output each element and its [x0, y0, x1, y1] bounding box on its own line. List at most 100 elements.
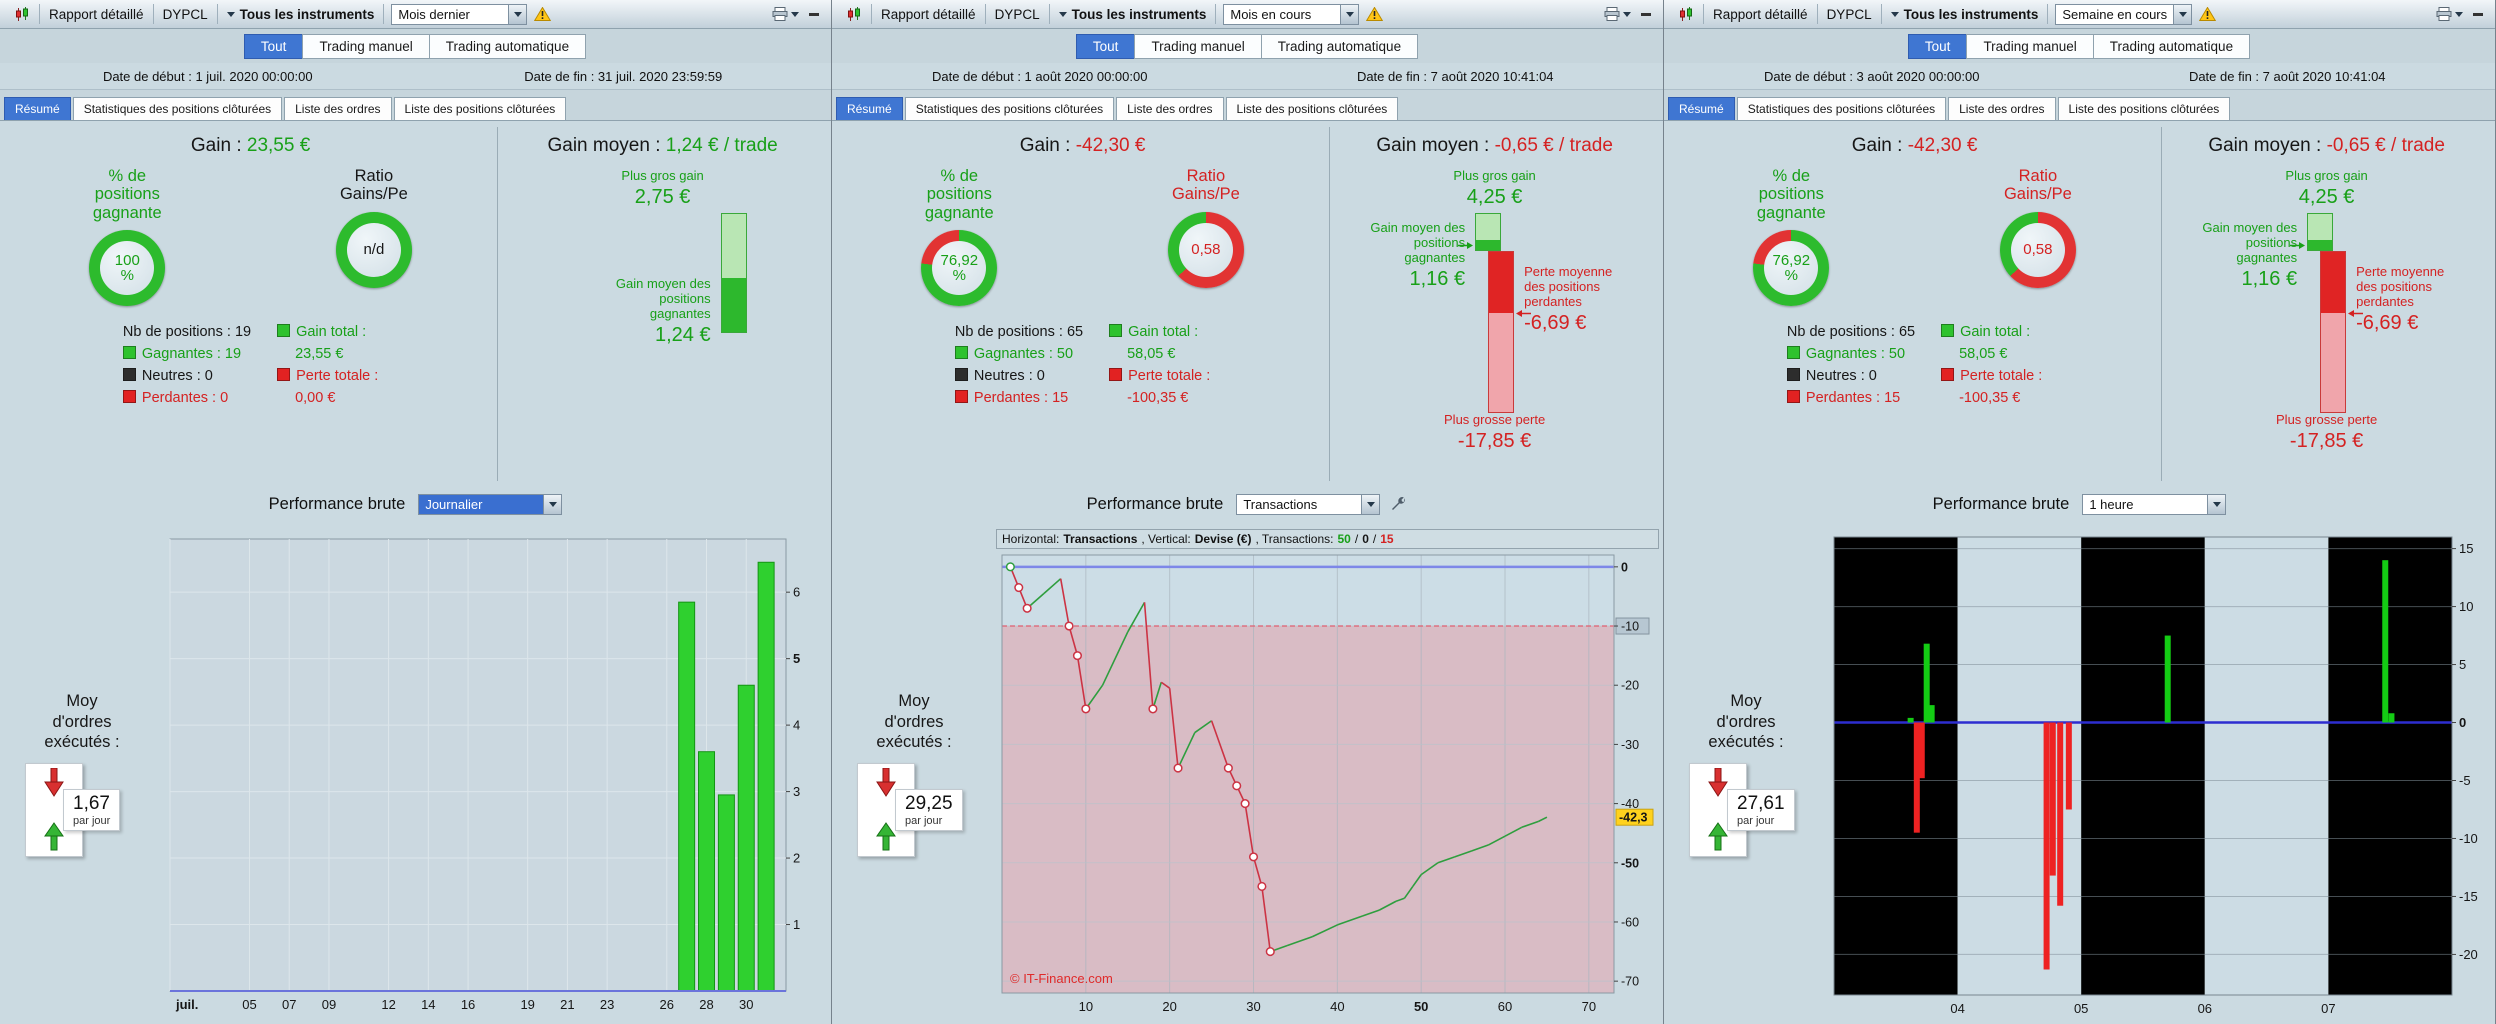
period-select[interactable]: Semaine en cours: [2055, 3, 2193, 25]
svg-text:20: 20: [1162, 999, 1176, 1014]
tab-trading-automatique[interactable]: Trading automatique: [1260, 33, 1419, 59]
tab-resume[interactable]: Résumé: [4, 97, 71, 120]
minimize-icon[interactable]: [809, 12, 819, 16]
tab-liste-ordres[interactable]: Liste des ordres: [284, 97, 392, 120]
dropdown-arrow-icon[interactable]: [1340, 4, 1359, 24]
tab-trading-automatique[interactable]: Trading automatique: [2092, 33, 2251, 59]
dropdown-arrow-icon[interactable]: [508, 4, 527, 24]
svg-text:05: 05: [2074, 1001, 2088, 1016]
win-percent-label: % de positions gagnante: [924, 167, 994, 222]
tab-statistiques[interactable]: Statistiques des positions clôturées: [72, 97, 283, 120]
tab-resume[interactable]: Résumé: [1668, 97, 1735, 120]
gain-moyen-value: -0,65 € / trade: [2326, 135, 2445, 156]
losers-count: Perdantes : 0: [122, 388, 251, 410]
svg-text:-5: -5: [2459, 773, 2471, 788]
window-title: Rapport détaillé: [872, 4, 986, 24]
printer-icon[interactable]: [772, 7, 799, 21]
svg-text:-15: -15: [2459, 889, 2478, 904]
dropdown-arrow-icon[interactable]: [2173, 4, 2192, 24]
date-start: Date de début : 3 août 2020 00:00:00: [1764, 68, 1980, 84]
tab-trading-manuel[interactable]: Trading manuel: [1966, 33, 2094, 59]
avg-loss-bar: [1488, 250, 1515, 413]
svg-text:0: 0: [2459, 715, 2466, 730]
interval-select[interactable]: Journalier: [418, 493, 563, 515]
tab-statistiques[interactable]: Statistiques des positions clôturées: [1736, 97, 1947, 120]
tab-tout[interactable]: Tout: [243, 33, 304, 59]
arrow-right-icon: [2290, 237, 2306, 255]
avg-win-label: Gain moyen des positions gagnantes: [1370, 219, 1466, 265]
printer-icon[interactable]: [2436, 7, 2463, 21]
tab-resume[interactable]: Résumé: [836, 97, 903, 120]
tab-liste-ordres[interactable]: Liste des ordres: [1116, 97, 1224, 120]
tab-tout[interactable]: Tout: [1075, 33, 1136, 59]
instruments-selector[interactable]: Tous les instruments: [218, 4, 385, 24]
up-arrow-icon: [44, 822, 64, 851]
svg-text:26: 26: [660, 997, 674, 1012]
dropdown-arrow-icon[interactable]: [2207, 494, 2226, 514]
avg-orders-value: 27,61: [1737, 792, 1785, 814]
red-square-icon: [277, 367, 291, 381]
neutral-count: Neutres : 0: [954, 366, 1083, 388]
svg-text:6: 6: [793, 585, 800, 600]
avg-gain-loss-chart: Plus gros gain 2,75 € Gain moyen des posi…: [498, 168, 827, 347]
gain-total-value: 58,05 €: [1127, 346, 1176, 363]
svg-text:14: 14: [421, 997, 435, 1012]
down-arrow-icon: [876, 767, 896, 797]
black-square-icon: [954, 367, 968, 381]
svg-text:-70: -70: [1621, 975, 1639, 989]
avg-orders-value: 1,67: [73, 792, 110, 814]
ratio-donut: 0,58: [1167, 211, 1244, 288]
dropdown-arrow-icon[interactable]: [1361, 494, 1380, 514]
avg-win-value: 1,24 €: [654, 323, 711, 346]
best-gain-value: 4,25 €: [2298, 185, 2355, 208]
tab-trading-automatique[interactable]: Trading automatique: [428, 33, 587, 59]
avg-orders-label: Moy d'ordres exécutés :: [876, 692, 952, 752]
minimize-icon[interactable]: [1641, 12, 1651, 16]
win-percentage-donut: 76,92 %: [1753, 230, 1830, 307]
avg-gain-bar: [2307, 212, 2334, 251]
legend-loss-count: 15: [1380, 532, 1394, 546]
svg-text:05: 05: [242, 997, 256, 1012]
tab-liste-positions[interactable]: Liste des positions clôturées: [393, 97, 567, 120]
tab-statistiques[interactable]: Statistiques des positions clôturées: [904, 97, 1115, 120]
winners-count: Gagnantes : 50: [954, 344, 1083, 366]
performance-label: Performance brute: [1932, 494, 2070, 513]
performance-selector-row: Performance brute Transactions: [832, 481, 1663, 527]
nb-positions: Nb de positions : 65: [1786, 324, 1916, 341]
avg-orders-label: Moy d'ordres exécutés :: [44, 692, 120, 752]
tab-trading-manuel[interactable]: Trading manuel: [1134, 33, 1262, 59]
tab-trading-manuel[interactable]: Trading manuel: [302, 33, 430, 59]
instruments-selector[interactable]: Tous les instruments: [1882, 4, 2049, 24]
avg-gain-bar: [720, 212, 747, 333]
orders-arrows-icon: 1,67 par jour: [17, 762, 147, 863]
interval-select[interactable]: Transactions: [1236, 493, 1381, 515]
ratio-label: Ratio Gains/Pe: [339, 167, 408, 204]
instruments-selector[interactable]: Tous les instruments: [1050, 4, 1217, 24]
legend-horizontal-value: Transactions: [1063, 532, 1138, 546]
period-select[interactable]: Mois en cours: [1223, 3, 1360, 25]
avg-loss-value: -6,69 €: [2356, 311, 2419, 334]
tab-liste-ordres[interactable]: Liste des ordres: [1948, 97, 2056, 120]
dropdown-arrow-icon[interactable]: [543, 494, 562, 514]
date-end: Date de fin : 7 août 2020 10:41:04: [1356, 68, 1554, 84]
date-start: Date de début : 1 juil. 2020 00:00:00: [102, 68, 313, 84]
ratio-value: 0,58: [1191, 241, 1221, 259]
interval-select[interactable]: 1 heure: [2082, 493, 2227, 515]
account-label: DYPCL: [986, 4, 1050, 24]
tab-liste-positions[interactable]: Liste des positions clôturées: [1225, 97, 1399, 120]
svg-text:21: 21: [560, 997, 574, 1012]
ratio-label: Ratio Gains/Pe: [1171, 167, 1240, 204]
printer-icon[interactable]: [1604, 7, 1631, 21]
wrench-icon[interactable]: [1390, 495, 1408, 513]
svg-text:-30: -30: [1621, 738, 1639, 752]
ratio-label: Ratio Gains/Pe: [2003, 167, 2072, 204]
period-select[interactable]: Mois dernier: [391, 3, 528, 25]
tab-liste-positions[interactable]: Liste des positions clôturées: [2057, 97, 2231, 120]
minimize-icon[interactable]: [2473, 12, 2483, 16]
tab-tout[interactable]: Tout: [1907, 33, 1968, 59]
losers-count: Perdantes : 15: [1786, 388, 1915, 410]
gain-heading: Gain : -42,30 €: [1019, 135, 1146, 156]
svg-text:0: 0: [1621, 560, 1628, 574]
